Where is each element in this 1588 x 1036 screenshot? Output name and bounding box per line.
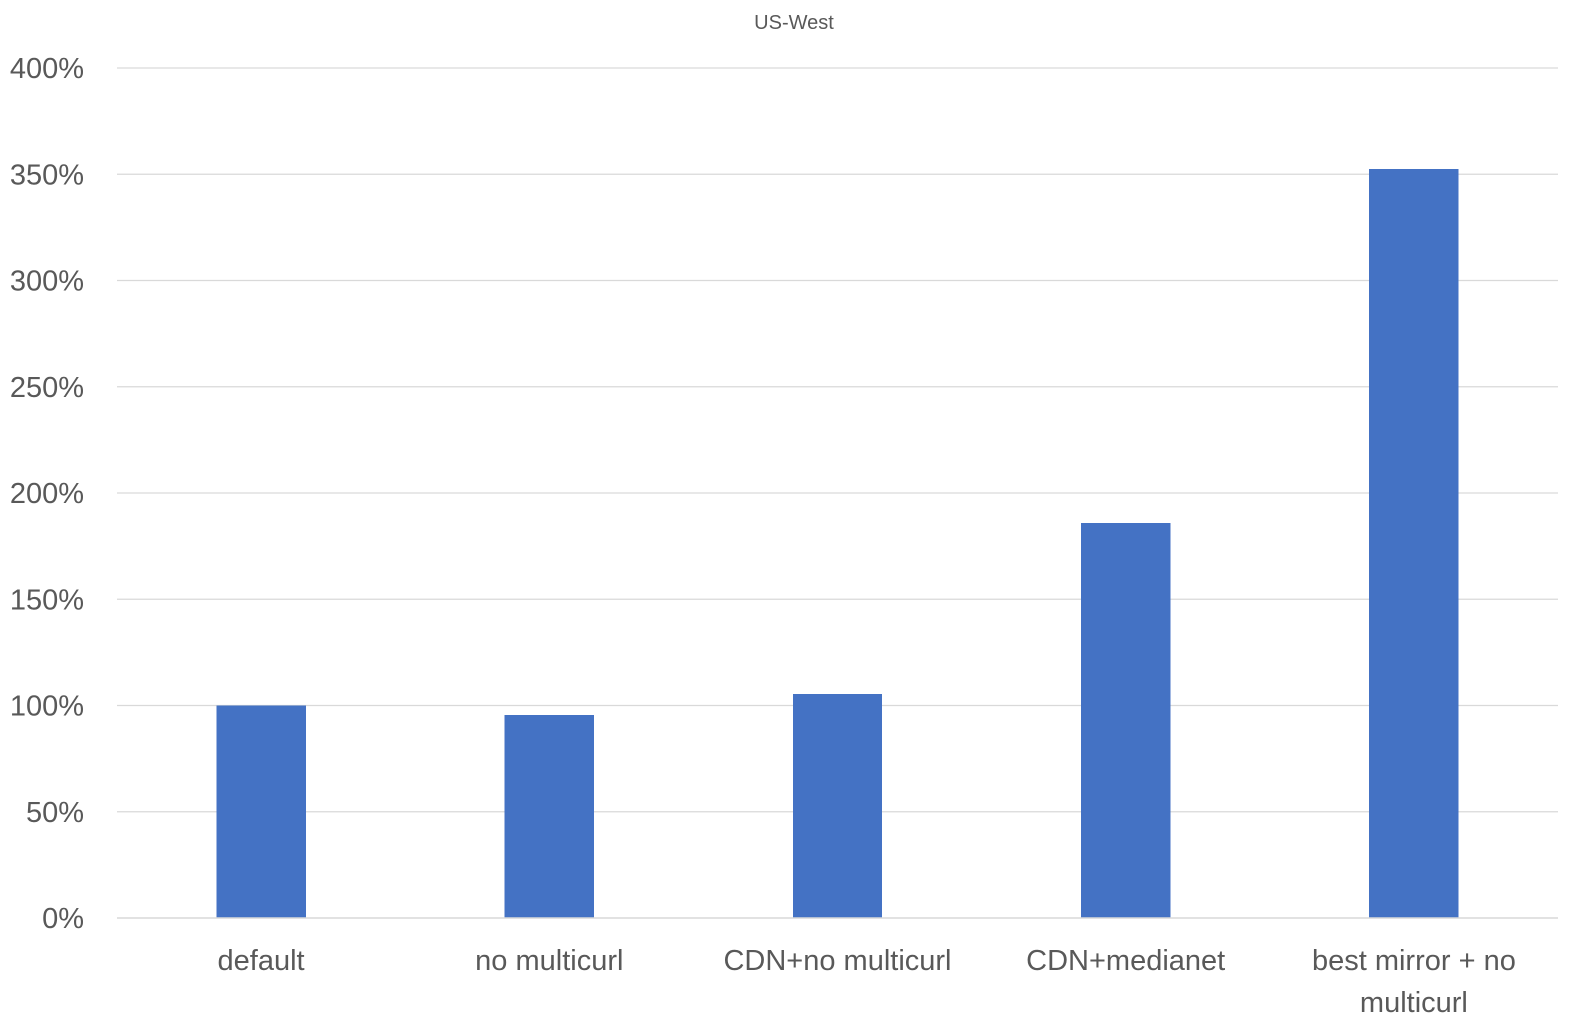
bar-2	[504, 715, 594, 918]
x-tick-label: CDN+no multicurl	[723, 945, 951, 977]
x-tick-label-line: best mirror + no	[1312, 945, 1516, 977]
x-tick-label: CDN+medianet	[1026, 945, 1225, 977]
x-tick-label-line: no multicurl	[475, 945, 623, 977]
x-tick-label-line: CDN+no multicurl	[723, 945, 951, 977]
gridlines	[117, 67, 1558, 813]
y-tick-label: 50%	[26, 797, 84, 829]
x-tick-label-line: multicurl	[1360, 987, 1468, 1019]
bar-4	[1081, 522, 1171, 918]
y-tick-label: 400%	[10, 53, 84, 85]
bars	[216, 168, 1459, 918]
x-axis-tick-labels: default no multicurl CDN+no multicurl CDN+m…	[218, 945, 1516, 1019]
x-tick-label: no multicurl	[475, 945, 623, 977]
x-tick-label-line: default	[218, 945, 305, 977]
y-tick-label: 250%	[10, 372, 84, 404]
chart-title: US-West	[754, 12, 834, 34]
y-tick-label: 0%	[42, 903, 84, 935]
x-tick-label: default	[218, 945, 305, 977]
y-tick-label: 200%	[10, 478, 84, 510]
y-tick-label: 150%	[10, 584, 84, 616]
bar-3	[792, 693, 883, 918]
bar-5	[1369, 168, 1459, 918]
bar-1	[216, 705, 306, 918]
y-tick-label: 350%	[10, 159, 84, 191]
y-tick-label: 100%	[10, 691, 84, 723]
x-tick-label-line: CDN+medianet	[1026, 945, 1225, 977]
y-axis-tick-labels: 0% 50% 100% 150% 200% 250% 300% 350% 400%	[10, 53, 84, 935]
y-tick-label: 300%	[10, 266, 84, 298]
x-tick-label: best mirror + no multicurl	[1312, 945, 1516, 1019]
